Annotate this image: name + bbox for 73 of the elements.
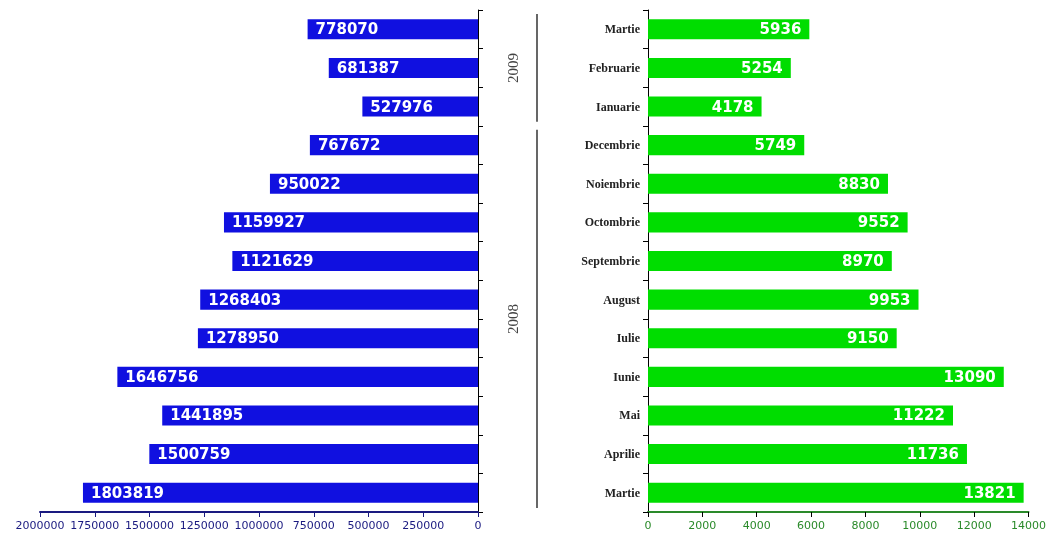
y-tick-label: Decembrie: [584, 138, 641, 153]
data-label: 527976: [370, 97, 433, 116]
data-label: 681387: [336, 58, 400, 77]
y-tick-label: Martie: [604, 485, 641, 500]
bar: [648, 328, 897, 349]
bar: [117, 366, 478, 387]
data-label: 13090: [943, 367, 996, 386]
data-label: 4178: [711, 97, 754, 116]
data-label: 9953: [868, 290, 911, 309]
x-tick-label: 10000: [902, 519, 938, 532]
data-label: 9150: [846, 329, 889, 348]
y-tick-label: Aprilie: [604, 447, 641, 462]
bar: [648, 173, 888, 194]
data-label: 8830: [838, 174, 880, 193]
x-tick-label: 1000000: [234, 519, 284, 532]
data-label: 1159927: [231, 213, 306, 232]
data-label: 5254: [741, 58, 783, 77]
bar: [82, 482, 478, 503]
x-tick-label: 2000: [688, 519, 717, 532]
data-label: 1278950: [205, 329, 279, 348]
y-tick-label: Iunie: [613, 369, 641, 384]
x-tick-label: 250000: [402, 519, 445, 532]
y-tick-label: Mai: [619, 408, 641, 423]
x-tick-label: 750000: [292, 519, 335, 532]
x-tick-label: 14000: [1011, 519, 1046, 532]
bar: [162, 405, 478, 426]
bar: [648, 482, 1024, 503]
data-label: 5749: [754, 136, 797, 155]
bar: [648, 444, 967, 465]
x-tick-label: 0: [474, 519, 482, 532]
x-tick-label: 0: [644, 519, 652, 532]
bar: [149, 444, 478, 465]
x-tick-label: 6000: [797, 519, 826, 532]
text: 2008: [505, 303, 521, 334]
data-label: 13821: [963, 483, 1016, 502]
data-label: 5936: [759, 20, 802, 39]
data-label: 9552: [857, 213, 900, 232]
x-tick-label: 12000: [956, 519, 992, 532]
data-label: 8970: [842, 252, 884, 270]
x-tick-label: 1500000: [125, 519, 174, 532]
x-tick-label: 1750000: [70, 519, 120, 532]
bar: [648, 289, 919, 310]
x-tick-label: 4000: [742, 519, 771, 532]
text: 2009: [505, 52, 521, 83]
data-label: 11222: [892, 406, 945, 425]
data-label: 11736: [906, 445, 959, 464]
data-label: 778070: [315, 20, 379, 39]
x-tick-label: 8000: [851, 519, 880, 532]
bar: [648, 250, 892, 272]
data-label: 1646756: [125, 367, 199, 386]
x-tick-label: 1250000: [179, 519, 229, 532]
y-tick-label: Ianuarie: [595, 99, 641, 114]
x-tick-label: 500000: [347, 519, 390, 532]
y-tick-label: Octombrie: [584, 215, 641, 230]
bar: [648, 405, 953, 426]
data-label: 950022: [277, 174, 341, 193]
bar: [648, 212, 908, 233]
data-label: 1268403: [208, 290, 282, 309]
y-tick-label: August: [603, 292, 640, 307]
y-tick-label: Noiembrie: [586, 176, 641, 191]
data-label: 1803819: [90, 483, 165, 502]
data-label: 1121629: [240, 252, 314, 270]
y-tick-label: Martie: [604, 22, 641, 37]
data-label: 767672: [317, 136, 381, 155]
bar: [648, 96, 762, 117]
y-tick-label: Iulie: [616, 331, 641, 346]
x-tick-label: 2000000: [15, 519, 65, 532]
bar: [648, 366, 1004, 387]
bar: [197, 328, 478, 349]
y-tick-label: Februarie: [588, 60, 641, 75]
data-label: 1441895: [170, 406, 244, 425]
data-label: 1500759: [157, 445, 231, 464]
y-tick-label: Septembrie: [581, 254, 641, 268]
